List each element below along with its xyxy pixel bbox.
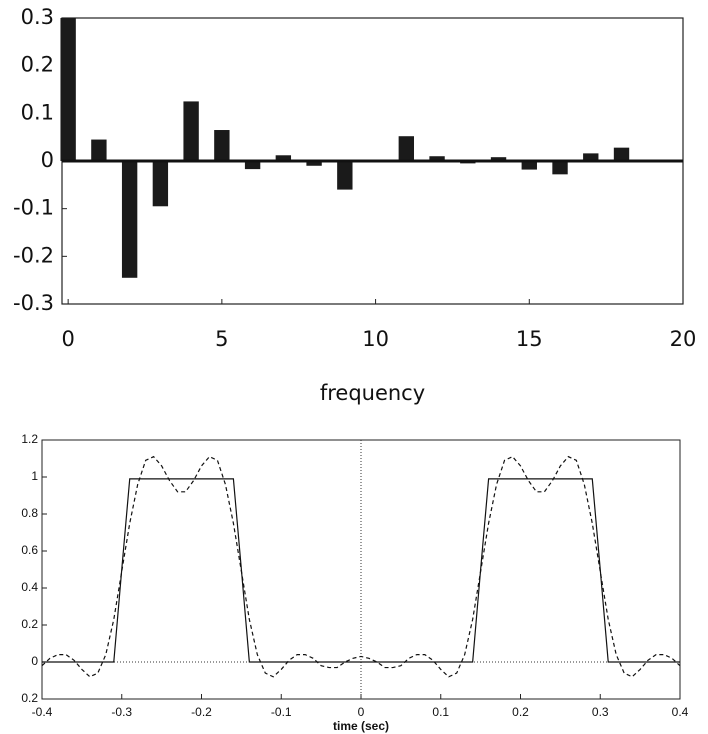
y-tick-label: 0.2 [21, 53, 54, 77]
y-tick-label: 0.3 [21, 5, 54, 29]
bar [152, 161, 169, 207]
y-tick-label: -0.3 [13, 291, 54, 315]
series-line [41, 455, 681, 678]
x-axis-label: frequency [320, 381, 425, 405]
x-tick-label: 15 [516, 327, 543, 351]
y-tick-label: 0.6 [21, 543, 38, 557]
bar [244, 161, 261, 170]
y-tick-label: 0.2 [21, 617, 38, 631]
x-tick-label: -0.3 [111, 705, 132, 719]
x-tick-label: 0 [358, 705, 365, 719]
x-tick-label: 0 [61, 327, 74, 351]
bar [398, 136, 415, 161]
x-axis-label: time (sec) [333, 719, 389, 733]
bar [60, 18, 76, 161]
y-tick-label: -0.1 [13, 196, 54, 220]
series-line [42, 478, 680, 663]
x-tick-label: -0.1 [271, 705, 292, 719]
y-tick-label: 0 [31, 654, 38, 668]
y-tick-label: 0.2 [21, 691, 38, 705]
x-tick-label: 20 [670, 327, 697, 351]
y-tick-label: -0.2 [13, 243, 54, 267]
bar [552, 161, 568, 175]
plot: 1.210.80.60.40.200.2-0.4 -0.3 -0.2 -0.1 0 0.1… [21, 432, 688, 733]
x-tick-label: -0.4 [32, 705, 53, 719]
x-tick-label: 0.1 [432, 705, 449, 719]
bar [583, 153, 599, 161]
y-tick-label: 1.2 [21, 432, 38, 446]
bar [306, 161, 322, 166]
bar [91, 139, 107, 161]
bar [429, 156, 445, 161]
x-tick-label: 0.2 [512, 705, 529, 719]
y-tick-label: 0.8 [21, 506, 38, 520]
bar [337, 161, 353, 190]
x-tick-label: 10 [362, 327, 389, 351]
bar [490, 157, 507, 161]
bar [275, 155, 292, 161]
plot: 0.3 0.2 0.1 0 -0.1 -0.2 -0.3 0 5 10 15 20 frequency [13, 5, 696, 405]
bar [613, 147, 630, 161]
x-tick-label: 0.3 [592, 705, 609, 719]
bar [214, 130, 230, 161]
y-tick-label: 1 [31, 469, 38, 483]
x-tick-label: 0.4 [672, 705, 689, 719]
x-tick-label: -0.2 [191, 705, 212, 719]
bar [121, 161, 138, 278]
bar [183, 101, 199, 161]
y-tick-label: 0.1 [21, 100, 54, 124]
bar [521, 161, 537, 170]
x-tick-label: 5 [215, 327, 228, 351]
y-tick-label: 0.4 [21, 580, 38, 594]
y-tick-label: 0 [41, 148, 54, 172]
